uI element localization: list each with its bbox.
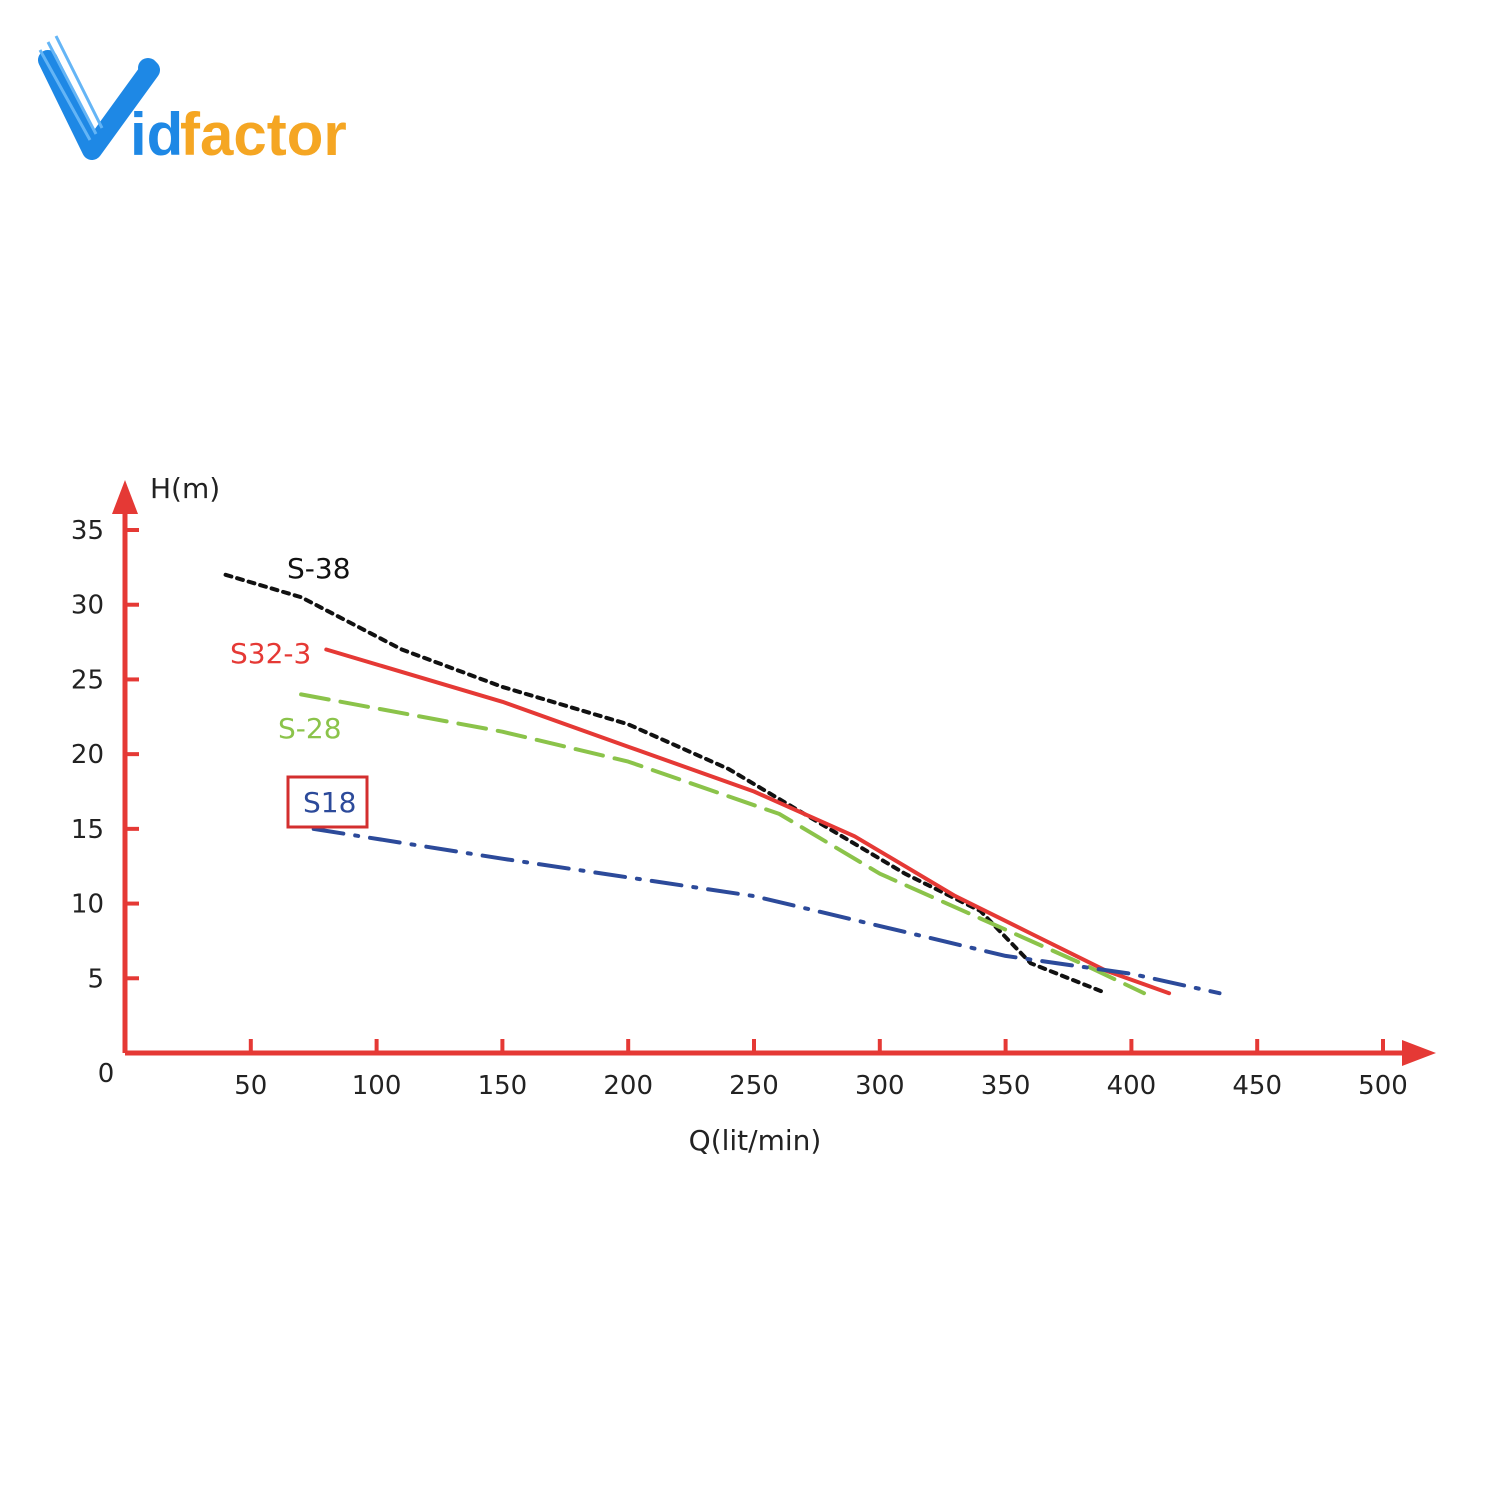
y-tick-label: 35 (71, 516, 104, 546)
series-label-s-38: S-38 (287, 552, 351, 585)
axes (112, 480, 1436, 1066)
x-tick-label: 0 (98, 1059, 115, 1089)
x-tick-label: 150 (478, 1071, 528, 1101)
y-tick-label: 25 (71, 665, 104, 695)
y-tick-label: 10 (71, 890, 104, 920)
series-line-s-28 (299, 692, 1146, 996)
x-tick-label: 300 (855, 1071, 905, 1101)
x-tick-label: 250 (729, 1071, 779, 1101)
series-label-s-28: S-28 (278, 712, 342, 745)
x-axis-title: Q(lit/min) (689, 1124, 822, 1157)
series-line-s32-3 (324, 647, 1172, 996)
y-tick-label: 5 (87, 964, 104, 994)
svg-text:factor: factor (180, 101, 347, 168)
y-tick-label: 30 (71, 591, 104, 621)
y-tick-label: 15 (71, 815, 104, 845)
y-tick-label: 20 (71, 740, 104, 770)
x-tick-label: 100 (352, 1071, 402, 1101)
svg-text:id: id (130, 101, 183, 168)
y-axis-title: H(m) (150, 472, 220, 505)
x-tick-label: 400 (1107, 1071, 1157, 1101)
series-label-s18: S18 (303, 786, 356, 819)
s18-highlight-box (286, 775, 369, 829)
x-tick-label: 450 (1232, 1071, 1282, 1101)
series-label-s32-3: S32-3 (230, 637, 311, 670)
series-line-s-38 (223, 572, 1109, 996)
x-axis-arrow-icon (1402, 1040, 1436, 1066)
x-tick-label: 200 (603, 1071, 653, 1101)
x-tick-label: 500 (1358, 1071, 1408, 1101)
series-labels: S-38 S32-3 S-28 S18 (230, 552, 356, 819)
x-tick-label: 350 (981, 1071, 1031, 1101)
vidfactor-logo: id factor (38, 35, 347, 168)
series-line-s18 (311, 826, 1222, 996)
series-lines (223, 572, 1222, 996)
ticks: 0 50 100 150 200 250 300 350 400 450 500 5 10 15 20 25 3… (71, 516, 1408, 1101)
y-axis-arrow-icon (112, 480, 138, 514)
logo-feather-icon (38, 35, 160, 160)
x-tick-label: 50 (234, 1071, 267, 1101)
